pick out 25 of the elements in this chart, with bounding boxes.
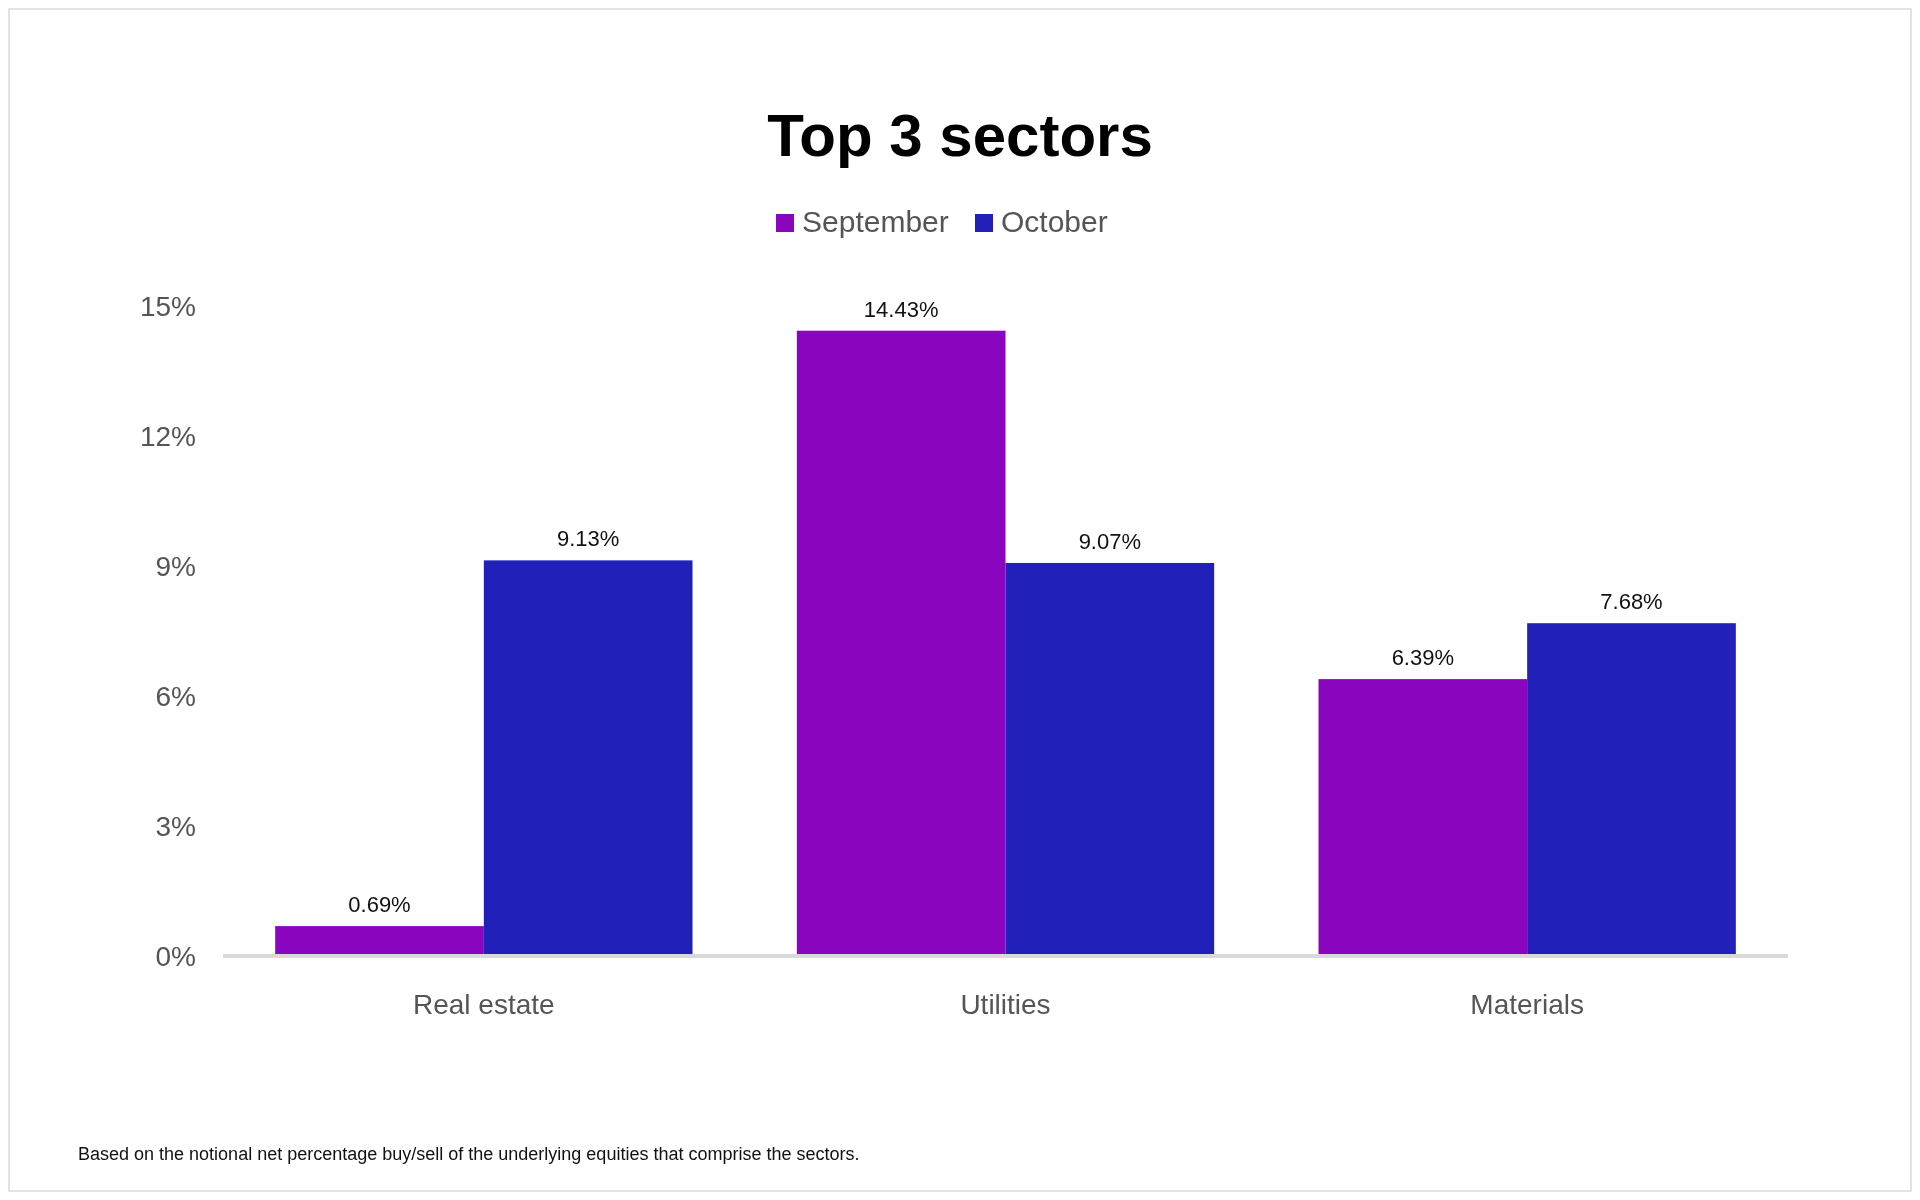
data-label: 14.43% <box>863 296 939 322</box>
y-tick-label: 15% <box>139 291 196 322</box>
data-label: 9.13% <box>556 526 620 552</box>
legend-label: October <box>1001 205 1108 238</box>
data-label: 6.39% <box>1391 645 1455 671</box>
bar <box>483 560 693 956</box>
y-tick-label: 9% <box>155 551 196 582</box>
legend-label: September <box>802 205 949 238</box>
bar <box>275 926 484 956</box>
bar <box>796 330 1006 956</box>
y-tick-label: 0% <box>155 941 196 972</box>
data-label: 9.07% <box>1078 528 1142 554</box>
x-tick-label: Real estate <box>413 989 555 1020</box>
y-tick-label: 3% <box>155 811 196 842</box>
text: Based on the notional net percentage buy/sell of the underlying equities that comprise the sectors. <box>78 1144 860 1164</box>
x-tick-label: Utilities <box>960 989 1051 1020</box>
bar <box>1527 623 1736 956</box>
bar <box>1318 679 1528 956</box>
y-tick-label: 6% <box>155 681 196 712</box>
bar <box>1005 562 1215 956</box>
y-tick-label: 12% <box>139 421 196 452</box>
chart-title: Top 3 sectors <box>767 102 1153 169</box>
data-label: 7.68% <box>1600 589 1663 615</box>
data-label: 0.69% <box>348 892 411 918</box>
x-tick-label: Materials <box>1470 989 1584 1020</box>
